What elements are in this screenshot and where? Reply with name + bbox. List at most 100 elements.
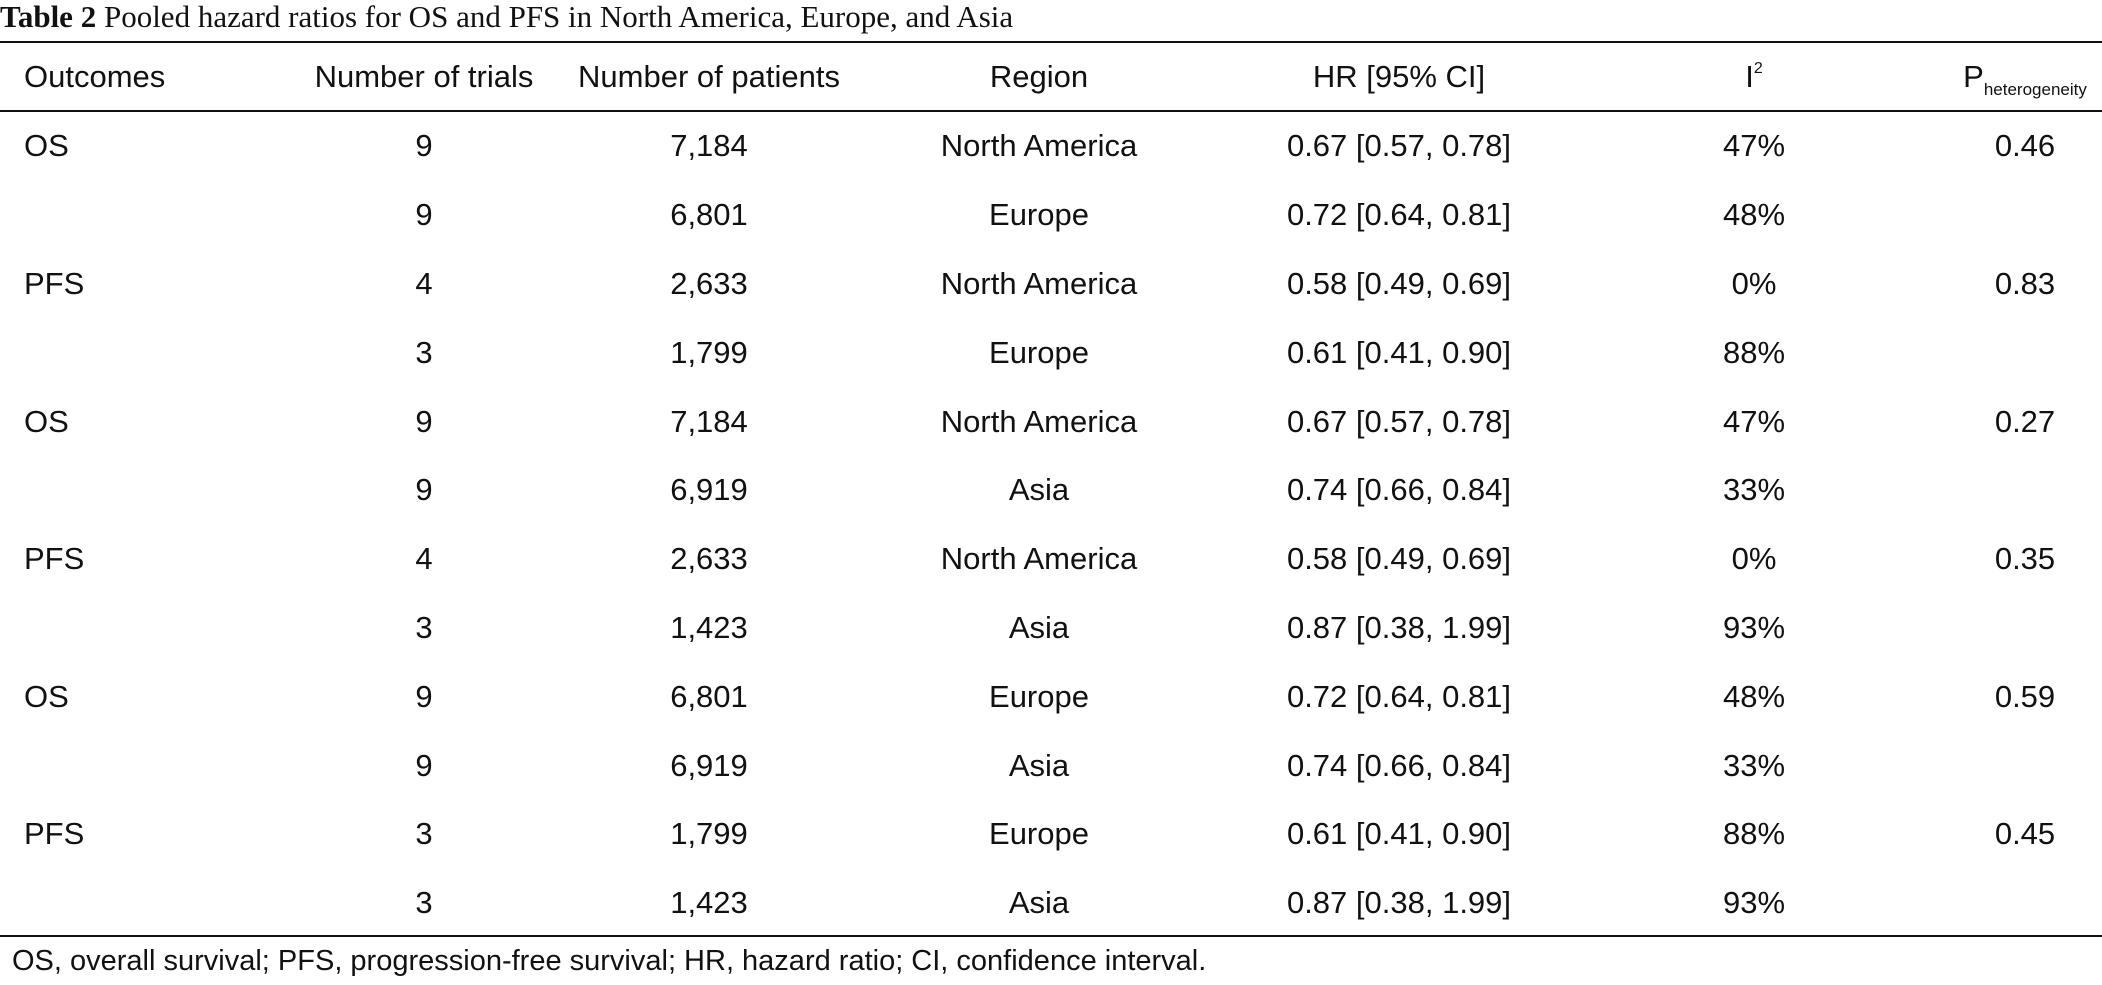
cell-p-heterogeneity: 0.46 — [1994, 128, 2056, 164]
cell-i2: 0% — [1731, 265, 1777, 301]
cell-trials: 9 — [415, 747, 433, 783]
cell-p-heterogeneity: 0.45 — [1994, 816, 2056, 852]
cell-region: Asia — [1008, 747, 1070, 783]
cell-patients: 7,184 — [670, 128, 748, 164]
cell-trials: 9 — [415, 472, 433, 508]
cell-hr: 0.67 [0.57, 0.78] — [1286, 403, 1512, 439]
cell-outcome — [0, 731, 294, 800]
top-rule — [0, 41, 2102, 43]
header-trials: Number of trials — [314, 58, 534, 94]
cell-outcome — [0, 869, 294, 938]
cell-p-heterogeneity: 0.27 — [1994, 403, 2056, 439]
cell-i2: 33% — [1722, 472, 1786, 508]
cell-region: Asia — [1008, 885, 1070, 921]
cell-hr: 0.87 [0.38, 1.99] — [1286, 609, 1512, 645]
cell-patients: 6,801 — [670, 678, 748, 714]
header-outcomes: Outcomes — [24, 58, 166, 94]
header-rule — [0, 110, 2102, 112]
table-row: 3 1,799 Europe 0.61 [0.41, 0.90] 88% — [0, 318, 2102, 387]
cell-patients: 1,799 — [670, 334, 748, 370]
cell-p-heterogeneity — [1924, 181, 2102, 250]
header-row: Outcomes Number of trials Number of pati… — [0, 43, 2102, 110]
cell-patients: 1,423 — [670, 885, 748, 921]
cell-hr: 0.72 [0.64, 0.81] — [1286, 678, 1512, 714]
cell-i2: 33% — [1722, 747, 1786, 783]
cell-outcome — [0, 318, 294, 387]
cell-region: North America — [940, 403, 1138, 439]
cell-trials: 9 — [415, 403, 433, 439]
cell-outcome: OS — [24, 403, 69, 439]
cell-hr: 0.72 [0.64, 0.81] — [1286, 197, 1512, 233]
table-footnote: OS, overall survival; PFS, progression-f… — [12, 945, 1207, 977]
cell-i2: 48% — [1722, 197, 1786, 233]
cell-region: North America — [940, 128, 1138, 164]
table-row: 3 1,423 Asia 0.87 [0.38, 1.99] 93% — [0, 594, 2102, 663]
cell-region: Europe — [989, 197, 1089, 233]
cell-trials: 3 — [415, 609, 433, 645]
cell-p-heterogeneity: 0.35 — [1994, 541, 2056, 577]
cell-i2: 93% — [1722, 609, 1786, 645]
cell-region: Asia — [1008, 609, 1070, 645]
cell-region: Europe — [989, 816, 1089, 852]
cell-outcome — [0, 456, 294, 525]
cell-i2: 93% — [1722, 885, 1786, 921]
cell-trials: 3 — [415, 885, 433, 921]
table-row: 9 6,801 Europe 0.72 [0.64, 0.81] 48% — [0, 181, 2102, 250]
cell-patients: 2,633 — [670, 265, 748, 301]
cell-patients: 1,423 — [670, 609, 748, 645]
cell-i2: 88% — [1722, 816, 1786, 852]
results-table-container: Outcomes Number of trials Number of pati… — [0, 43, 2102, 938]
header-p-sub: heterogeneity — [1983, 79, 2087, 99]
cell-trials: 9 — [415, 678, 433, 714]
cell-i2: 88% — [1722, 334, 1786, 370]
table-row: 9 6,919 Asia 0.74 [0.66, 0.84] 33% — [0, 456, 2102, 525]
cell-hr: 0.74 [0.66, 0.84] — [1286, 472, 1512, 508]
table-row: 9 6,919 Asia 0.74 [0.66, 0.84] 33% — [0, 731, 2102, 800]
cell-region: Europe — [989, 334, 1089, 370]
header-patients: Number of patients — [578, 58, 840, 94]
cell-p-heterogeneity: 0.59 — [1994, 678, 2056, 714]
table-row: OS 9 7,184 North America 0.67 [0.57, 0.78] 47… — [0, 387, 2102, 456]
cell-patients: 2,633 — [670, 541, 748, 577]
cell-outcome: OS — [24, 128, 69, 164]
cell-trials: 3 — [415, 334, 433, 370]
cell-p-heterogeneity — [1924, 594, 2102, 663]
cell-outcome: PFS — [24, 816, 85, 852]
cell-hr: 0.61 [0.41, 0.90] — [1286, 334, 1512, 370]
header-i2-base: I — [1745, 58, 1754, 94]
cell-hr: 0.74 [0.66, 0.84] — [1286, 747, 1512, 783]
table-row: OS 9 6,801 Europe 0.72 [0.64, 0.81] 48% 0.59 — [0, 662, 2102, 731]
cell-region: Europe — [989, 678, 1089, 714]
cell-outcome: PFS — [24, 265, 85, 301]
table-row: PFS 4 2,633 North America 0.58 [0.49, 0.69] 0… — [0, 250, 2102, 319]
cell-hr: 0.58 [0.49, 0.69] — [1286, 541, 1512, 577]
cell-hr: 0.67 [0.57, 0.78] — [1286, 128, 1512, 164]
cell-hr: 0.61 [0.41, 0.90] — [1286, 816, 1512, 852]
cell-trials: 4 — [415, 541, 433, 577]
table-row: PFS 3 1,799 Europe 0.61 [0.41, 0.90] 88% 0.45 — [0, 800, 2102, 869]
header-i2-sup: 2 — [1753, 59, 1763, 77]
cell-p-heterogeneity: 0.83 — [1994, 265, 2056, 301]
header-i2: I2 — [1584, 43, 1924, 110]
cell-patients: 1,799 — [670, 816, 748, 852]
cell-trials: 3 — [415, 816, 433, 852]
cell-outcome: PFS — [24, 541, 85, 577]
table-title: Pooled hazard ratios for OS and PFS in N… — [103, 0, 1014, 34]
cell-patients: 7,184 — [670, 403, 748, 439]
cell-p-heterogeneity — [1924, 869, 2102, 938]
cell-i2: 0% — [1731, 541, 1777, 577]
cell-trials: 9 — [415, 197, 433, 233]
cell-p-heterogeneity — [1924, 456, 2102, 525]
cell-patients: 6,919 — [670, 472, 748, 508]
bottom-rule — [0, 935, 2102, 937]
cell-p-heterogeneity — [1924, 318, 2102, 387]
cell-outcome — [0, 181, 294, 250]
cell-i2: 48% — [1722, 678, 1786, 714]
cell-region: Asia — [1008, 472, 1070, 508]
cell-outcome: OS — [24, 678, 69, 714]
table-body: OS 9 7,184 North America 0.67 [0.57, 0.78] 4 7… — [0, 110, 2102, 938]
cell-patients: 6,919 — [670, 747, 748, 783]
header-p-heterogeneity: Pheterogeneity — [1924, 43, 2102, 110]
cell-trials: 4 — [415, 265, 433, 301]
table-row: OS 9 7,184 North America 0.67 [0.57, 0.78] 47… — [0, 110, 2102, 181]
